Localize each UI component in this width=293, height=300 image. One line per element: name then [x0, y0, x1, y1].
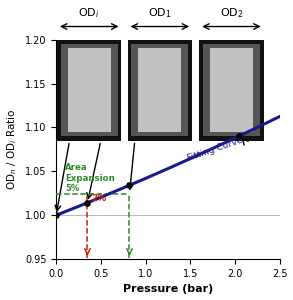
Bar	[203, 44, 260, 136]
Bar	[199, 40, 264, 141]
Point	[237, 134, 242, 138]
Bar	[138, 49, 181, 132]
Y-axis label: OD$_n$ / OD$_i$ Ratio: OD$_n$ / OD$_i$ Ratio	[6, 109, 19, 190]
Text: OD$_1$: OD$_1$	[148, 7, 172, 20]
Text: OD$_i$: OD$_i$	[79, 7, 100, 20]
Text: Area
Expansion
5%: Area Expansion 5%	[65, 164, 115, 193]
Bar	[57, 40, 121, 141]
Point	[127, 183, 132, 188]
Bar	[210, 49, 253, 132]
Point	[54, 213, 59, 218]
Text: 2%: 2%	[91, 194, 106, 203]
X-axis label: Pressure (bar): Pressure (bar)	[123, 284, 213, 294]
Bar	[128, 40, 192, 141]
Bar	[61, 44, 118, 136]
Bar	[131, 44, 188, 136]
Bar	[68, 49, 111, 132]
Text: Fitting Curve: Fitting Curve	[186, 135, 244, 163]
Point	[85, 200, 90, 205]
Text: OD$_2$: OD$_2$	[220, 7, 243, 20]
